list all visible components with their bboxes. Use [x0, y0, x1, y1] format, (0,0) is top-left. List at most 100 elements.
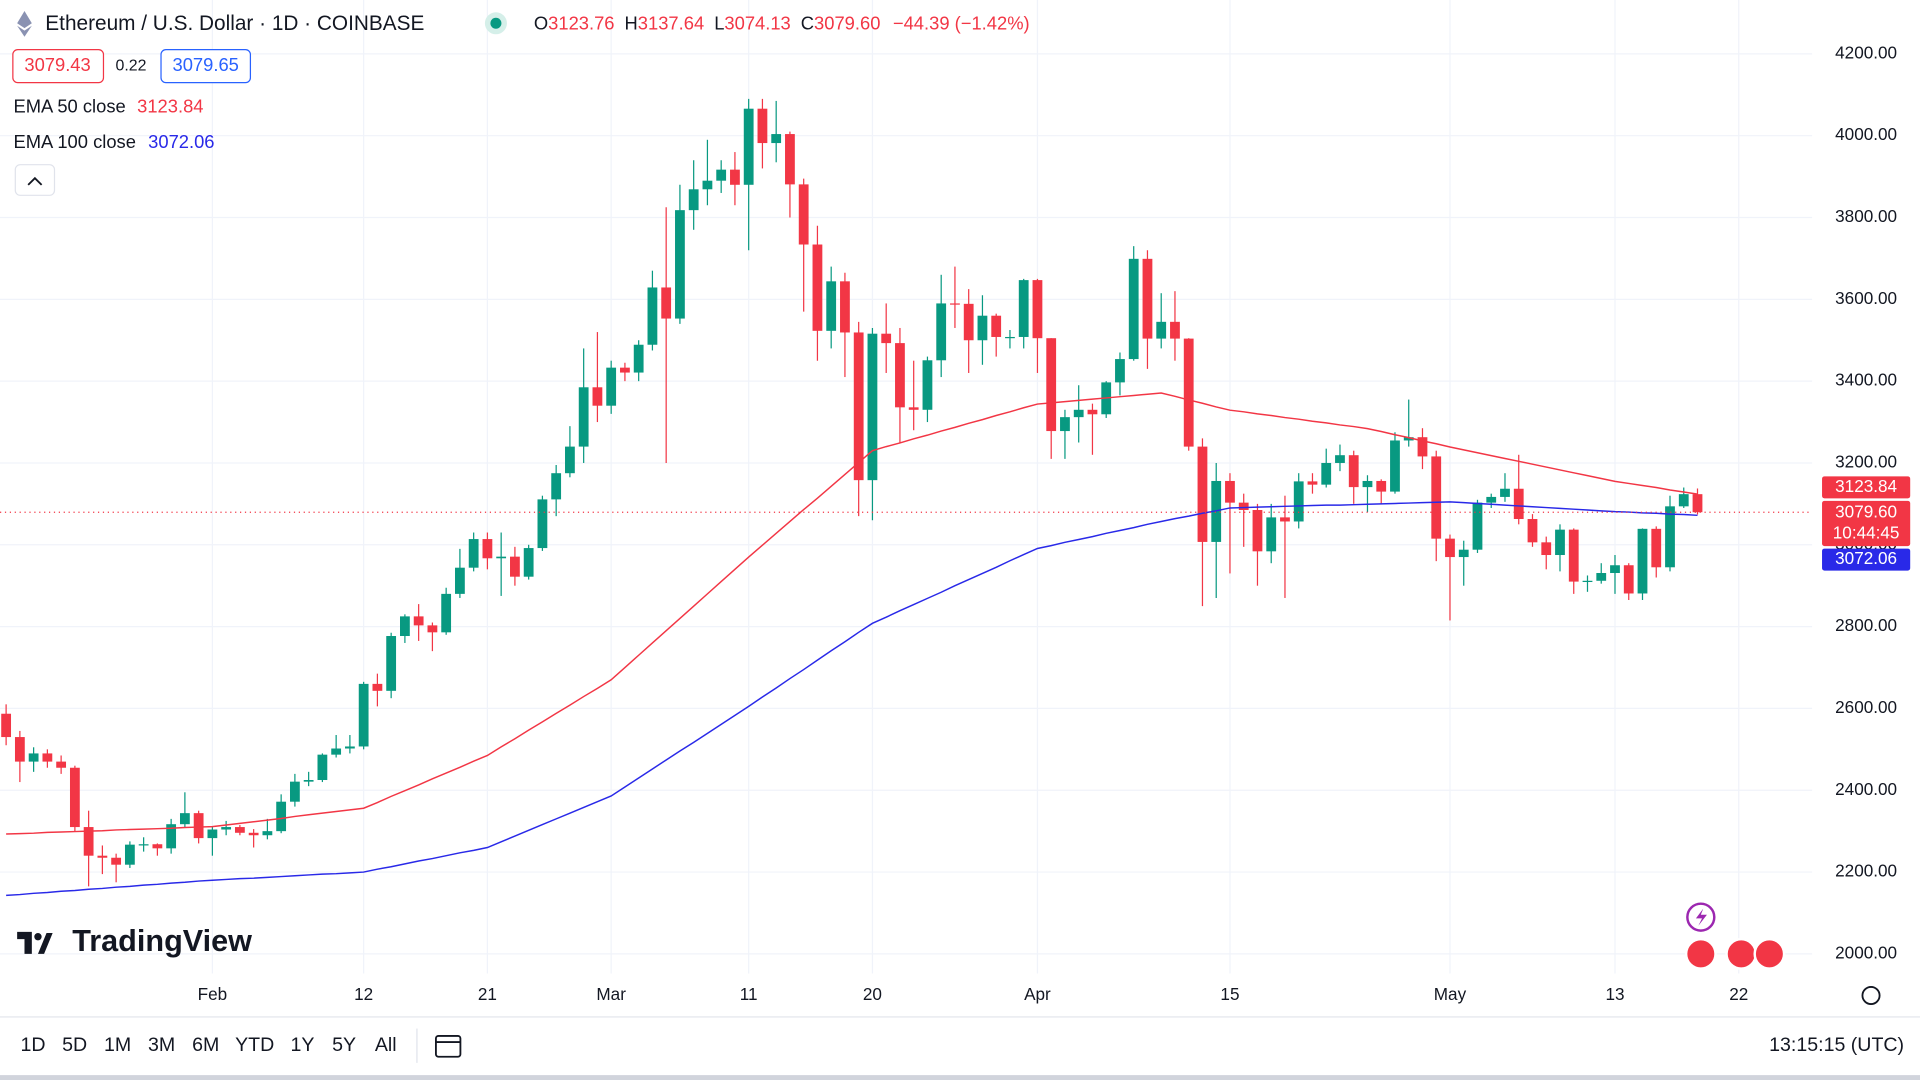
candle-body	[1637, 528, 1648, 594]
candle-body	[1555, 529, 1565, 556]
ema100-tag-text: 3072.06	[1835, 548, 1897, 568]
x-tick-label: Apr	[1024, 984, 1051, 1004]
x-tick-label: 22	[1729, 984, 1748, 1004]
y-tick-label: 2600.00	[1835, 697, 1897, 717]
candle-body	[867, 333, 878, 481]
candle-body	[1458, 549, 1469, 558]
candle-body	[730, 169, 740, 185]
candle-body	[1678, 494, 1689, 507]
candle-body	[1005, 336, 1015, 339]
range-button[interactable]: 1Y	[290, 1034, 314, 1056]
candle-body	[606, 367, 617, 406]
candle-body	[1280, 517, 1290, 522]
candle-body	[1445, 538, 1455, 558]
event-icon[interactable]	[1684, 937, 1717, 970]
candle-body	[963, 303, 974, 341]
bolt	[1695, 908, 1707, 926]
candle-body	[523, 548, 534, 577]
x-tick-label: 12	[354, 984, 373, 1004]
settings-icon[interactable]	[1861, 986, 1881, 1005]
ema-line	[6, 392, 1698, 835]
spread: 0.22	[116, 57, 147, 74]
candle-body	[56, 761, 67, 768]
ema50-tag	[1822, 476, 1911, 499]
candle-body	[1541, 542, 1552, 556]
range-button[interactable]: 5Y	[332, 1034, 356, 1056]
candle-body	[1170, 321, 1180, 339]
candle-body	[400, 616, 410, 637]
candle-body	[1046, 338, 1057, 432]
range-button[interactable]: 6M	[192, 1034, 219, 1056]
range-button[interactable]: All	[375, 1034, 397, 1056]
event-icon[interactable]	[1753, 937, 1786, 970]
candle-body	[922, 360, 933, 410]
candle-body	[881, 333, 892, 344]
candle-body	[83, 827, 94, 856]
bid-box[interactable]	[12, 48, 105, 84]
candle-body	[1032, 280, 1043, 339]
candle-body	[950, 303, 960, 305]
candle-body	[936, 303, 947, 361]
ema-line	[6, 501, 1698, 897]
candle-body	[702, 180, 713, 190]
candle-body	[1472, 502, 1483, 550]
candle-body	[427, 625, 438, 633]
candle-body	[1692, 494, 1703, 513]
candle-body	[1431, 456, 1442, 539]
candle-body	[413, 616, 424, 626]
price-tag	[1822, 500, 1911, 547]
bottom-strip	[0, 1075, 1920, 1080]
candle-body	[895, 343, 905, 408]
range-button[interactable]: 1D	[21, 1034, 46, 1056]
range-button[interactable]: 3M	[148, 1034, 175, 1056]
ask-box[interactable]	[160, 48, 252, 84]
calendar-icon[interactable]	[435, 1035, 462, 1058]
candle-body	[1225, 480, 1235, 503]
candle-body	[1513, 488, 1524, 520]
candle-body	[661, 287, 672, 319]
candle-body	[1527, 519, 1538, 543]
logo-dot	[34, 933, 42, 941]
candle-body	[757, 108, 768, 144]
logo: TradingView	[17, 924, 252, 958]
candle-body	[1348, 455, 1359, 488]
candle-body	[1156, 321, 1167, 339]
range-button[interactable]: 5D	[62, 1034, 87, 1056]
candle-body	[675, 210, 685, 319]
x-tick-label: 13	[1605, 984, 1624, 1004]
legend-label: EMA 100 close	[13, 131, 135, 152]
candle-body	[289, 781, 300, 802]
legend-label: EMA 50 close	[13, 96, 125, 117]
candle-body	[1018, 280, 1029, 337]
candle-body	[633, 344, 644, 373]
candle-body	[262, 831, 273, 836]
candle-body	[743, 108, 754, 185]
candle-body	[1266, 517, 1277, 552]
candle-body	[1238, 502, 1249, 511]
candle-body	[551, 473, 562, 500]
events	[1684, 902, 1786, 970]
candle-body	[1582, 580, 1593, 583]
candle-body	[1183, 338, 1194, 447]
candle-body	[578, 387, 589, 447]
collapse-button[interactable]	[14, 164, 56, 196]
candle-body	[853, 332, 864, 481]
event-icon[interactable]	[1725, 937, 1758, 970]
candle-body	[812, 244, 823, 331]
candle-body	[1486, 496, 1497, 503]
ohlc-key: O	[534, 12, 548, 33]
candle-body	[1128, 258, 1139, 360]
candle-body	[331, 748, 342, 755]
candle-body	[42, 753, 53, 762]
candle-body	[441, 593, 452, 633]
clock: 13:15:15 (UTC)	[1769, 1034, 1904, 1056]
range-button[interactable]: 1M	[104, 1034, 131, 1056]
candle-body	[1417, 437, 1428, 457]
logo-mark	[17, 931, 53, 954]
candle-body	[1073, 409, 1084, 418]
range-button[interactable]: YTD	[235, 1034, 274, 1056]
candle-body	[565, 446, 575, 474]
ema100-tag	[1822, 548, 1911, 571]
candle-body	[386, 636, 397, 691]
